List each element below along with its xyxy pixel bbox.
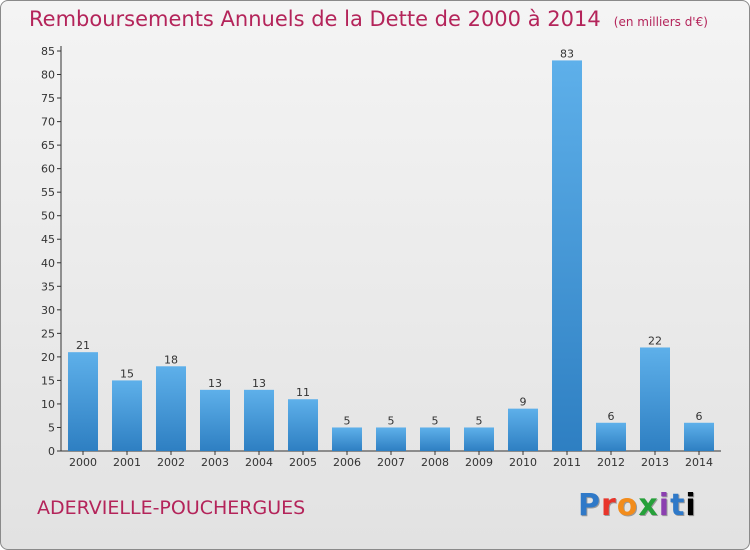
place-name: ADERVIELLE-POUCHERGUES — [37, 497, 306, 519]
y-tick-label: 70 — [41, 116, 55, 129]
unit-text: (en milliers d'€) — [613, 15, 708, 29]
y-tick-label: 80 — [41, 69, 55, 82]
data-label: 6 — [608, 410, 615, 423]
logo-letter: r — [601, 488, 617, 523]
bar — [68, 352, 98, 451]
y-tick-label: 50 — [41, 210, 55, 223]
y-tick-label: 25 — [41, 327, 55, 340]
data-label: 15 — [120, 367, 134, 380]
y-tick-label: 75 — [41, 92, 55, 105]
x-tick-label: 2006 — [333, 456, 361, 469]
bar — [112, 380, 142, 451]
bar — [288, 399, 318, 451]
x-tick-label: 2011 — [553, 456, 581, 469]
y-tick-label: 35 — [41, 280, 55, 293]
data-label: 5 — [476, 414, 483, 427]
x-tick-label: 2014 — [685, 456, 713, 469]
x-tick-label: 2012 — [597, 456, 625, 469]
bar — [332, 427, 362, 451]
bar — [420, 427, 450, 451]
bar — [684, 422, 714, 451]
x-tick-label: 2009 — [465, 456, 493, 469]
y-tick-label: 10 — [41, 398, 55, 411]
logo-letter: P — [578, 488, 601, 523]
bar — [200, 389, 230, 451]
x-tick-label: 2010 — [509, 456, 537, 469]
title-text: Remboursements Annuels de la Dette de 20… — [29, 7, 601, 31]
data-label: 18 — [164, 353, 178, 366]
data-label: 5 — [432, 414, 439, 427]
data-label: 13 — [208, 377, 222, 390]
logo-letter: t — [670, 488, 686, 523]
logo-letter: i — [685, 488, 697, 523]
y-tick-label: 60 — [41, 163, 55, 176]
y-tick-label: 20 — [41, 351, 55, 364]
data-label: 22 — [648, 334, 662, 347]
x-tick-label: 2013 — [641, 456, 669, 469]
y-tick-label: 30 — [41, 304, 55, 317]
logo-letter: o — [616, 488, 639, 523]
data-label: 11 — [296, 386, 310, 399]
x-tick-label: 2007 — [377, 456, 405, 469]
logo-letter: x — [638, 488, 659, 523]
y-tick-label: 40 — [41, 257, 55, 270]
x-tick-label: 2003 — [201, 456, 229, 469]
y-tick-label: 45 — [41, 233, 55, 246]
proxiti-logo: Proxiti — [578, 488, 697, 523]
bar — [640, 347, 670, 451]
x-tick-label: 2004 — [245, 456, 273, 469]
bar — [552, 60, 582, 451]
y-tick-label: 65 — [41, 139, 55, 152]
y-tick-label: 15 — [41, 374, 55, 387]
data-label: 5 — [344, 414, 351, 427]
logo-letter: i — [658, 488, 671, 523]
data-label: 6 — [696, 410, 703, 423]
bar — [508, 408, 538, 451]
y-tick-label: 0 — [48, 445, 55, 458]
bar — [464, 427, 494, 451]
chart-title: Remboursements Annuels de la Dette de 20… — [29, 7, 708, 31]
data-label: 5 — [388, 414, 395, 427]
bar — [156, 366, 186, 451]
y-tick-label: 5 — [48, 421, 55, 434]
data-label: 83 — [560, 47, 574, 60]
x-tick-label: 2005 — [289, 456, 317, 469]
bar — [244, 389, 274, 451]
x-tick-label: 2002 — [157, 456, 185, 469]
y-tick-label: 55 — [41, 186, 55, 199]
bar — [596, 422, 626, 451]
data-label: 13 — [252, 377, 266, 390]
x-tick-label: 2008 — [421, 456, 449, 469]
x-tick-label: 2000 — [69, 456, 97, 469]
x-tick-label: 2001 — [113, 456, 141, 469]
bar — [376, 427, 406, 451]
data-label: 9 — [520, 396, 527, 409]
data-label: 21 — [76, 339, 90, 352]
y-tick-label: 85 — [41, 45, 55, 58]
